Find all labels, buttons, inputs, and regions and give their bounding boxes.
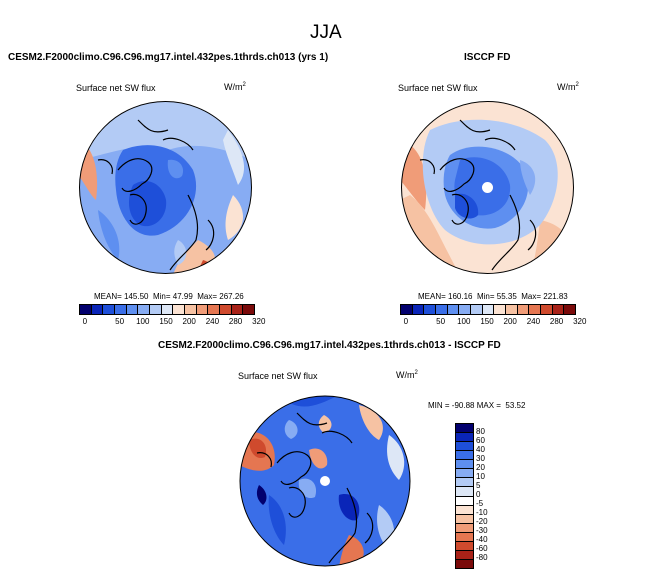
colorbar-swatch xyxy=(424,305,437,314)
diff-colorbar xyxy=(455,423,474,569)
diff-stats: MIN = -90.88 MAX = 53.52 xyxy=(428,401,526,410)
colorbar-swatch xyxy=(80,305,92,314)
model-units: W/m2 xyxy=(224,82,246,92)
colorbar-swatch xyxy=(456,424,473,434)
colorbar-swatch xyxy=(196,305,209,314)
colorbar-swatch xyxy=(456,523,473,533)
colorbar-swatch xyxy=(243,305,255,314)
diff-variable-label: Surface net SW flux xyxy=(238,371,318,381)
colorbar-swatch xyxy=(564,305,576,314)
colorbar-swatch xyxy=(150,305,162,314)
obs-variable-label: Surface net SW flux xyxy=(398,83,478,93)
colorbar-tick-label: 50 xyxy=(115,317,125,326)
colorbar-swatch xyxy=(115,305,127,314)
colorbar-tick-label: 240 xyxy=(205,317,220,326)
obs-polar-map xyxy=(401,101,574,274)
colorbar-tick-label: -40 xyxy=(476,535,488,544)
obs-case-title: ISCCP FD xyxy=(464,52,511,63)
colorbar-swatch xyxy=(412,305,425,314)
colorbar-tick-label: 0 xyxy=(476,490,481,499)
colorbar-swatch xyxy=(541,305,553,314)
colorbar-tick-label: 5 xyxy=(476,481,481,490)
model-stats: MEAN= 145.50 Min= 47.99 Max= 267.26 xyxy=(94,292,244,301)
colorbar-swatch xyxy=(456,496,473,506)
colorbar-tick-label: 40 xyxy=(476,445,485,454)
colorbar-swatch xyxy=(436,305,448,314)
colorbar-tick-label: 80 xyxy=(476,427,485,436)
colorbar-tick-label: 150 xyxy=(480,317,494,326)
colorbar-tick-label: -60 xyxy=(476,544,488,553)
colorbar-tick-label: 20 xyxy=(476,463,485,472)
colorbar-tick-label: 60 xyxy=(476,436,485,445)
colorbar-swatch xyxy=(161,305,174,314)
colorbar-swatch xyxy=(482,305,495,314)
colorbar-swatch xyxy=(456,532,473,542)
model-polar-map xyxy=(79,101,252,274)
colorbar-swatch xyxy=(517,305,530,314)
obs-colorbar xyxy=(400,304,576,315)
colorbar-tick-label: 280 xyxy=(549,317,564,326)
colorbar-swatch xyxy=(456,550,473,560)
colorbar-tick-label: 30 xyxy=(476,454,485,463)
page-title: JJA xyxy=(310,22,342,43)
colorbar-tick-label: 100 xyxy=(457,317,471,326)
colorbar-tick-label: -30 xyxy=(476,526,488,535)
model-colorbar xyxy=(79,304,255,315)
colorbar-swatch xyxy=(494,305,507,314)
colorbar-tick-label: -20 xyxy=(476,517,488,526)
colorbar-swatch xyxy=(506,305,518,314)
colorbar-swatch xyxy=(456,478,473,488)
colorbar-tick-label: 200 xyxy=(503,317,517,326)
colorbar-swatch xyxy=(456,505,473,515)
colorbar-swatch xyxy=(456,469,473,479)
colorbar-swatch xyxy=(456,460,473,470)
colorbar-tick-label: 320 xyxy=(573,317,587,326)
colorbar-tick-label: 240 xyxy=(526,317,541,326)
obs-stats: MEAN= 160.16 Min= 55.35 Max= 221.83 xyxy=(418,292,568,301)
colorbar-tick-label: 200 xyxy=(182,317,196,326)
colorbar-swatch xyxy=(456,559,473,568)
diff-polar-map xyxy=(239,395,411,567)
colorbar-swatch xyxy=(552,305,565,314)
diff-units: W/m2 xyxy=(396,370,418,380)
colorbar-swatch xyxy=(103,305,116,314)
colorbar-swatch xyxy=(231,305,244,314)
model-variable-label: Surface net SW flux xyxy=(76,83,156,93)
diff-case-title: CESM2.F2000climo.C96.C96.mg17.intel.432p… xyxy=(158,340,501,351)
colorbar-swatch xyxy=(401,305,413,314)
colorbar-tick-label: -5 xyxy=(476,499,484,508)
colorbar-swatch xyxy=(126,305,139,314)
colorbar-tick-label: 0 xyxy=(403,317,409,326)
colorbar-swatch xyxy=(173,305,186,314)
colorbar-tick-label: 280 xyxy=(228,317,243,326)
colorbar-swatch xyxy=(456,451,473,461)
colorbar-swatch xyxy=(447,305,460,314)
colorbar-swatch xyxy=(456,442,473,452)
colorbar-swatch xyxy=(529,305,542,314)
colorbar-tick-label: 0 xyxy=(82,317,88,326)
colorbar-swatch xyxy=(138,305,151,314)
colorbar-swatch xyxy=(220,305,232,314)
colorbar-swatch xyxy=(456,433,473,443)
colorbar-tick-label: -10 xyxy=(476,508,488,517)
obs-units: W/m2 xyxy=(557,82,579,92)
model-case-title: CESM2.F2000climo.C96.C96.mg17.intel.432p… xyxy=(8,52,329,63)
colorbar-tick-label: 320 xyxy=(252,317,266,326)
colorbar-swatch xyxy=(91,305,104,314)
colorbar-swatch xyxy=(456,541,473,551)
colorbar-swatch xyxy=(456,487,473,497)
colorbar-tick-label: 150 xyxy=(159,317,173,326)
colorbar-swatch xyxy=(456,514,473,524)
colorbar-swatch xyxy=(459,305,472,314)
colorbar-swatch xyxy=(471,305,483,314)
colorbar-tick-label: -80 xyxy=(476,553,488,562)
colorbar-swatch xyxy=(185,305,197,314)
colorbar-tick-label: 50 xyxy=(436,317,446,326)
colorbar-tick-label: 100 xyxy=(136,317,150,326)
colorbar-swatch xyxy=(208,305,221,314)
colorbar-tick-label: 10 xyxy=(476,472,485,481)
